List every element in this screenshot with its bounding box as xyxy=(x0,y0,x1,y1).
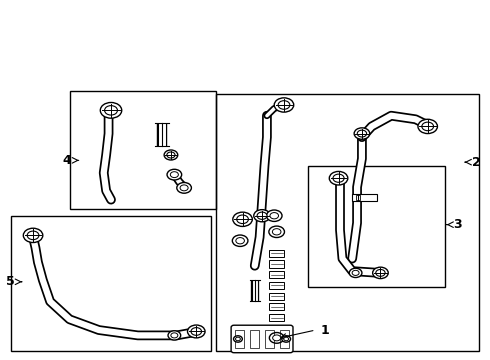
Circle shape xyxy=(104,105,118,115)
Circle shape xyxy=(167,152,175,158)
Bar xyxy=(270,249,284,257)
Circle shape xyxy=(422,122,434,131)
Bar xyxy=(356,195,360,201)
Circle shape xyxy=(274,98,294,112)
Circle shape xyxy=(352,270,359,275)
Circle shape xyxy=(188,325,205,338)
Circle shape xyxy=(272,229,281,235)
Bar xyxy=(11,216,211,351)
Circle shape xyxy=(171,333,178,338)
Circle shape xyxy=(233,212,252,226)
Circle shape xyxy=(272,335,281,341)
Circle shape xyxy=(177,183,192,193)
Circle shape xyxy=(234,336,243,342)
Circle shape xyxy=(191,328,201,335)
Text: 5: 5 xyxy=(6,275,15,288)
Circle shape xyxy=(232,235,248,247)
Bar xyxy=(352,194,376,202)
Bar xyxy=(216,94,479,351)
Circle shape xyxy=(167,169,182,180)
Bar xyxy=(70,91,216,208)
Text: 4: 4 xyxy=(63,154,72,167)
Circle shape xyxy=(357,130,367,137)
Circle shape xyxy=(257,212,267,219)
Bar xyxy=(270,271,284,278)
Bar xyxy=(270,282,284,289)
Bar xyxy=(236,330,245,348)
Circle shape xyxy=(236,337,241,341)
Bar xyxy=(280,330,289,348)
Circle shape xyxy=(270,212,278,219)
Bar xyxy=(270,293,284,300)
Circle shape xyxy=(376,269,385,276)
Bar xyxy=(270,303,284,310)
Circle shape xyxy=(278,101,290,109)
Circle shape xyxy=(267,210,282,221)
Text: 2: 2 xyxy=(472,156,481,168)
Bar xyxy=(265,330,274,348)
Bar xyxy=(270,314,284,321)
Circle shape xyxy=(100,103,122,118)
Circle shape xyxy=(270,333,284,343)
Circle shape xyxy=(329,171,348,185)
Circle shape xyxy=(171,172,178,177)
Circle shape xyxy=(333,174,344,182)
Circle shape xyxy=(254,210,270,222)
Circle shape xyxy=(349,268,362,278)
Bar xyxy=(270,260,284,267)
Circle shape xyxy=(180,185,188,191)
Text: 1: 1 xyxy=(321,324,330,337)
Circle shape xyxy=(237,215,248,224)
Circle shape xyxy=(24,228,43,243)
Circle shape xyxy=(168,331,181,340)
Bar xyxy=(250,330,259,348)
Circle shape xyxy=(236,238,245,244)
Circle shape xyxy=(373,267,388,279)
Circle shape xyxy=(27,231,39,240)
FancyBboxPatch shape xyxy=(231,325,293,353)
Text: 3: 3 xyxy=(454,218,462,231)
Circle shape xyxy=(269,226,285,238)
Bar xyxy=(308,166,445,287)
Circle shape xyxy=(284,337,289,341)
Circle shape xyxy=(418,119,438,134)
Circle shape xyxy=(164,150,178,160)
Circle shape xyxy=(282,336,291,342)
Circle shape xyxy=(354,128,370,139)
